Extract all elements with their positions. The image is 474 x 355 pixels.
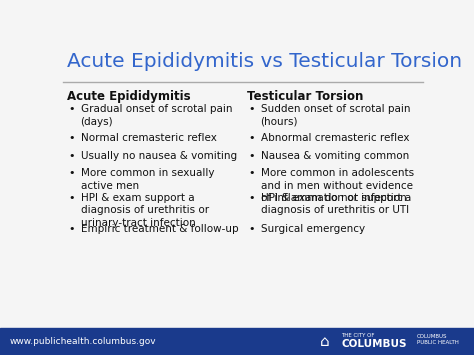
Text: Nausea & vomiting common: Nausea & vomiting common <box>261 151 409 160</box>
Text: ⌂: ⌂ <box>320 334 329 349</box>
Text: •: • <box>248 104 255 114</box>
Text: Normal cremasteric reflex: Normal cremasteric reflex <box>81 133 217 143</box>
Text: Abnormal cremasteric reflex: Abnormal cremasteric reflex <box>261 133 409 143</box>
Text: •: • <box>248 133 255 143</box>
Text: Gradual onset of scrotal pain
(days): Gradual onset of scrotal pain (days) <box>81 104 232 126</box>
Text: Acute Epididymitis: Acute Epididymitis <box>66 91 190 103</box>
Text: THE CITY OF: THE CITY OF <box>341 333 375 338</box>
Text: •: • <box>248 151 255 160</box>
Text: COLUMBUS
PUBLIC HEALTH: COLUMBUS PUBLIC HEALTH <box>417 334 459 345</box>
Text: Surgical emergency: Surgical emergency <box>261 224 365 234</box>
Text: •: • <box>68 168 75 178</box>
Text: HPI & exam support a
diagnosis of urethritis or
urinary-tract infection: HPI & exam support a diagnosis of urethr… <box>81 193 209 228</box>
Text: Empiric treatment & follow-up: Empiric treatment & follow-up <box>81 224 238 234</box>
Text: •: • <box>68 133 75 143</box>
Text: Testicular Torsion: Testicular Torsion <box>246 91 363 103</box>
Text: More common in sexually
active men: More common in sexually active men <box>81 168 214 191</box>
Text: •: • <box>248 193 255 203</box>
Text: Usually no nausea & vomiting: Usually no nausea & vomiting <box>81 151 237 160</box>
Text: •: • <box>248 224 255 234</box>
Text: •: • <box>68 193 75 203</box>
Text: Sudden onset of scrotal pain
(hours): Sudden onset of scrotal pain (hours) <box>261 104 410 126</box>
Text: •: • <box>68 224 75 234</box>
Text: •: • <box>68 104 75 114</box>
Text: More common in adolescents
and in men without evidence
of inflammation or infect: More common in adolescents and in men wi… <box>261 168 414 203</box>
Text: COLUMBUS: COLUMBUS <box>341 339 407 349</box>
Text: •: • <box>68 151 75 160</box>
Text: •: • <box>248 168 255 178</box>
Text: Acute Epididymitis vs Testicular Torsion: Acute Epididymitis vs Testicular Torsion <box>66 52 462 71</box>
Text: HPI & exam do not support a
diagnosis of urethritis or UTI: HPI & exam do not support a diagnosis of… <box>261 193 411 215</box>
Text: www.publichealth.columbus.gov: www.publichealth.columbus.gov <box>9 337 156 346</box>
